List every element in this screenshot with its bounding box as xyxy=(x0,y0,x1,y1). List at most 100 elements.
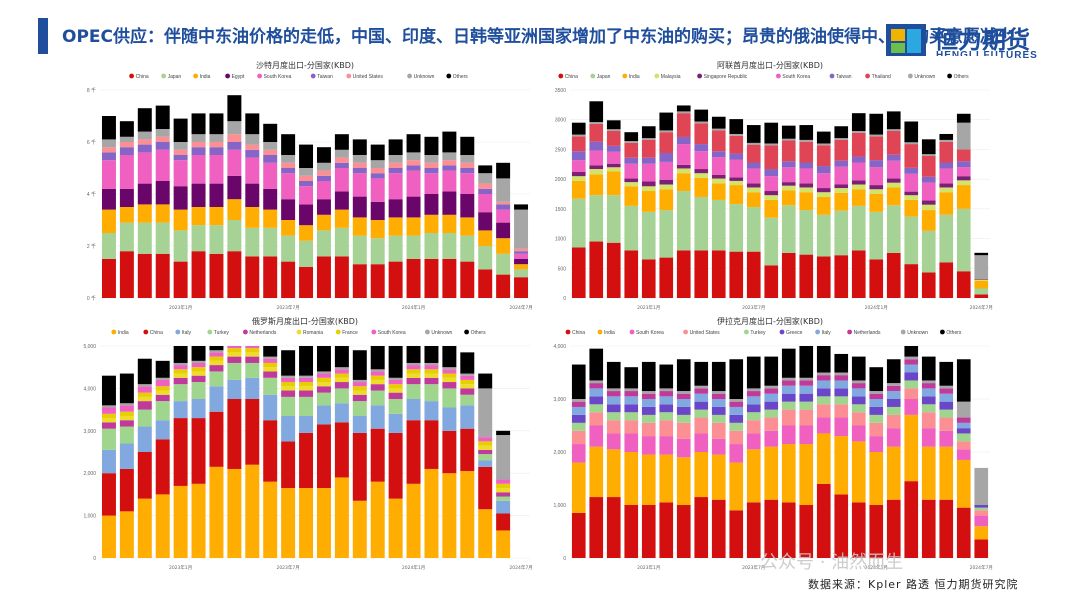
bar-segment-greece xyxy=(641,406,656,415)
bar-segment-netherlands xyxy=(299,390,314,397)
legend-marker-india xyxy=(622,73,628,79)
x-tick-label: 2024年1月 xyxy=(402,564,425,571)
bar-segment-greece xyxy=(676,406,691,415)
bar-segment-greece xyxy=(624,404,639,413)
bar-segment-others xyxy=(101,375,116,406)
bar-segment-south-korea xyxy=(729,159,744,178)
bar-segment-malaysia xyxy=(694,173,709,178)
bar-segment-others xyxy=(424,346,439,363)
x-tick-label: 2023年1月 xyxy=(637,304,660,311)
bar-segment-turkey xyxy=(424,384,439,402)
bar-segment-india xyxy=(370,481,385,558)
bar-segment-india xyxy=(974,280,989,289)
y-tick-label: 500 xyxy=(558,266,567,272)
bar-segment-united-states xyxy=(352,162,367,168)
bar-segment-unknown xyxy=(974,255,989,279)
bar-segment-netherlands xyxy=(137,401,152,410)
bar-segment-china xyxy=(209,253,224,298)
bar-segment-egypt xyxy=(460,194,475,218)
bar-segment-thailand xyxy=(746,144,761,163)
legend-marker-united-states xyxy=(346,73,352,79)
chart-title: 伊拉克月度出口-分国家(KBD) xyxy=(717,316,823,326)
logo-text-en: HENGLI FUTURES xyxy=(936,50,1038,61)
bar-segment-unknown xyxy=(641,391,656,394)
bar-segment-others xyxy=(886,359,901,384)
bar-segment-france xyxy=(316,377,331,383)
bar-segment-china xyxy=(191,251,206,298)
bar-segment-china xyxy=(496,513,511,531)
bar-segment-france xyxy=(370,375,385,380)
bar-segment-others xyxy=(442,346,457,368)
bar-segment-others xyxy=(921,356,936,381)
bar-segment-united-states xyxy=(478,183,493,189)
bar-segment-others xyxy=(764,356,779,386)
bar-segment-italy xyxy=(886,391,901,399)
bar-segment-italy xyxy=(729,406,744,415)
y-tick-label: 4,000 xyxy=(553,344,566,350)
bar-segment-malaysia xyxy=(816,192,831,197)
bar-segment-netherlands xyxy=(496,492,511,497)
bar-segment-united-states xyxy=(514,248,529,252)
bar-segment-romania xyxy=(388,388,403,393)
bar-segment-taiwan xyxy=(514,251,529,254)
bar-segment-unknown xyxy=(316,162,331,171)
bar-segment-india xyxy=(334,209,349,228)
bar-segment-south-korea xyxy=(370,371,385,376)
bar-segment-japan xyxy=(729,204,744,252)
legend-label-south-korea: South Korea xyxy=(782,74,810,80)
bar-segment-greece xyxy=(799,393,814,402)
bar-segment-others xyxy=(921,139,936,155)
bar-segment-unknown xyxy=(921,380,936,384)
bar-segment-france xyxy=(406,369,421,374)
legend-label-france: France xyxy=(342,330,358,336)
bar-segment-india xyxy=(424,214,439,233)
bar-segment-india xyxy=(711,183,726,200)
bar-segment-japan xyxy=(974,288,989,295)
bar-segment-italy xyxy=(956,422,971,429)
bar-segment-others xyxy=(155,360,170,378)
chart-panel-iraq: 伊拉克月度出口-分国家(KBD) China India South Korea Uni… xyxy=(540,312,1000,574)
bar-segment-south-korea xyxy=(424,173,439,194)
bar-segment-turkey xyxy=(173,384,188,402)
bar-segment-others xyxy=(904,121,919,143)
bar-segment-netherlands xyxy=(388,392,403,399)
bar-segment-others xyxy=(676,359,691,392)
bar-segment-romania xyxy=(245,352,260,357)
bar-segment-egypt xyxy=(352,196,367,218)
bar-segment-others xyxy=(816,131,831,144)
bar-segment-unknown xyxy=(155,377,170,380)
bar-segment-others xyxy=(746,356,761,389)
bar-segment-netherlands xyxy=(904,359,919,365)
bar-segment-egypt xyxy=(281,199,296,220)
bar-segment-south-korea xyxy=(904,399,919,415)
y-tick-label: 2500 xyxy=(555,147,566,153)
x-tick-label: 2023年7月 xyxy=(276,304,299,311)
bar-segment-taiwan xyxy=(281,168,296,174)
bar-segment-singapore-republic xyxy=(676,164,691,169)
bar-segment-others xyxy=(904,346,919,357)
bar-segment-china xyxy=(711,499,726,558)
bar-segment-greece xyxy=(974,505,989,508)
bar-segment-china xyxy=(921,499,936,558)
bar-segment-malaysia xyxy=(904,195,919,200)
bar-segment-taiwan xyxy=(834,160,849,167)
legend-marker-others xyxy=(947,73,952,79)
bar-segment-south-korea xyxy=(694,433,709,452)
bar-segment-china xyxy=(974,294,989,298)
x-tick-label: 2024年1月 xyxy=(402,304,425,311)
legend-marker-china xyxy=(565,329,571,335)
bar-segment-india xyxy=(974,526,989,540)
legend-label-india: India xyxy=(118,330,129,336)
bar-segment-india xyxy=(101,209,116,233)
bar-segment-italy xyxy=(834,380,849,389)
y-tick-label: 0 千 xyxy=(87,295,96,302)
y-tick-label: 4 千 xyxy=(87,191,96,198)
bar-segment-india xyxy=(624,452,639,505)
bar-segment-others xyxy=(263,123,278,142)
bar-segment-south-korea xyxy=(478,194,493,213)
bar-segment-china xyxy=(245,399,260,465)
bar-segment-unknown xyxy=(956,122,971,150)
bar-segment-greece xyxy=(956,428,971,434)
bar-segment-united-states xyxy=(781,409,796,426)
bar-segment-others xyxy=(514,204,529,210)
